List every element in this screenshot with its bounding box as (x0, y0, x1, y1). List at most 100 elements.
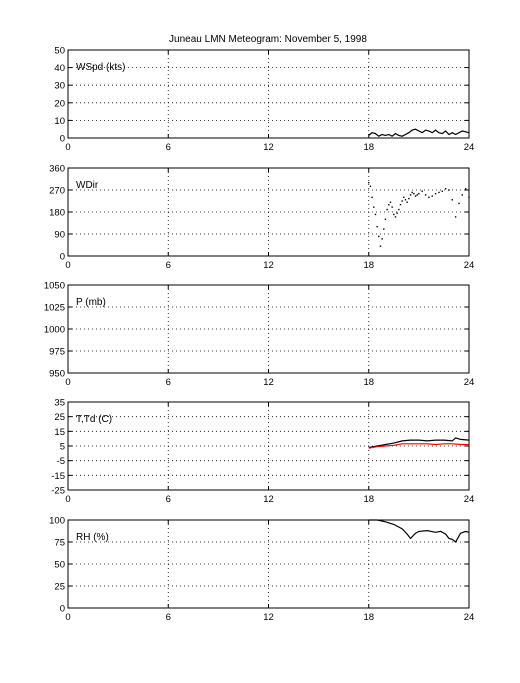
data-point (414, 195, 417, 197)
y-tick-label: 35 (54, 398, 65, 409)
x-tick-label: 0 (65, 612, 70, 623)
y-tick-label: 360 (49, 164, 65, 175)
x-tick-label: 18 (363, 494, 374, 505)
data-point (369, 185, 372, 188)
y-tick-label: -15 (51, 471, 65, 482)
x-tick-label: 18 (363, 142, 374, 153)
y-tick-label: -5 (57, 456, 65, 467)
x-tick-label: 0 (65, 494, 70, 505)
x-tick-label: 24 (464, 260, 475, 271)
y-tick-label: 975 (49, 347, 65, 358)
data-point (378, 235, 380, 238)
data-point (403, 196, 405, 199)
data-point (444, 188, 447, 190)
data-point (383, 228, 385, 230)
series-line-1 (368, 443, 469, 449)
figure-title: Juneau LMN Meteogram: November 5, 1998 (169, 34, 367, 45)
x-tick-label: 24 (464, 142, 475, 153)
data-point (381, 238, 383, 240)
data-point (401, 200, 403, 202)
x-tick-label: 24 (464, 612, 475, 623)
data-point (418, 192, 420, 195)
data-point (384, 218, 387, 221)
panel-0: 0 6 12 18 24 0 10 20 30 40 50 WSpd (kts) (54, 46, 474, 154)
data-point (438, 191, 440, 194)
data-point (386, 208, 388, 211)
data-point (408, 197, 410, 200)
y-tick-label: 950 (49, 369, 65, 380)
panel-variable-label: WSpd (kts) (76, 62, 125, 73)
y-tick-label: 270 (49, 186, 65, 197)
data-point (394, 216, 397, 218)
data-point (411, 191, 413, 194)
data-point (409, 194, 412, 196)
y-tick-label: 30 (54, 81, 65, 92)
y-tick-label: 180 (49, 208, 65, 219)
data-point (396, 212, 398, 214)
data-point (424, 194, 427, 196)
x-tick-label: 12 (263, 612, 274, 623)
y-tick-label: 1000 (44, 325, 65, 336)
y-tick-label: 20 (54, 98, 65, 109)
y-tick-label: -25 (51, 486, 65, 497)
data-point (421, 190, 423, 192)
x-tick-label: 6 (166, 142, 171, 153)
data-point (398, 208, 400, 211)
y-tick-label: 1025 (44, 303, 65, 314)
y-tick-label: 100 (49, 516, 65, 527)
data-point (458, 202, 460, 205)
x-tick-label: 18 (363, 260, 374, 271)
y-tick-label: 0 (60, 604, 65, 615)
data-point (413, 192, 415, 195)
x-tick-label: 12 (263, 494, 274, 505)
series-line-0 (368, 519, 470, 543)
y-tick-label: 50 (54, 560, 65, 571)
y-tick-label: 90 (54, 230, 65, 241)
x-tick-label: 12 (263, 377, 274, 388)
data-point (368, 181, 370, 184)
data-point (441, 190, 443, 192)
x-tick-label: 18 (363, 612, 374, 623)
x-tick-label: 24 (464, 494, 475, 505)
data-point (406, 201, 408, 203)
y-tick-label: 10 (54, 116, 65, 127)
data-point (376, 225, 378, 228)
data-point (391, 206, 393, 208)
series-line-0 (368, 437, 470, 449)
y-tick-label: 40 (54, 63, 65, 74)
data-point (464, 188, 467, 190)
panel-1: 0 6 12 18 24 0 90 180 270 360 WDir (49, 164, 474, 272)
y-tick-label: 0 (60, 134, 65, 145)
x-tick-label: 18 (363, 377, 374, 388)
data-point (434, 192, 437, 195)
panel-variable-label: P (mb) (76, 297, 106, 308)
panel-3: 0 6 12 18 24 -25 -15 -5 5 15 25 35 T,Td (C) (51, 398, 474, 506)
x-tick-label: 0 (65, 142, 70, 153)
y-tick-label: 1050 (44, 281, 65, 292)
data-point (379, 245, 382, 247)
x-tick-label: 6 (166, 494, 171, 505)
data-point (451, 199, 453, 201)
x-tick-label: 6 (166, 612, 171, 623)
data-point (428, 196, 430, 199)
panel-variable-label: RH (%) (76, 532, 109, 543)
data-point (404, 199, 407, 201)
panel-2: 0 6 12 18 24 950 975 1000 1025 1050 P (mb) (44, 281, 474, 389)
data-point (373, 206, 375, 208)
data-point (454, 216, 457, 218)
x-tick-label: 0 (65, 260, 70, 271)
x-tick-label: 24 (464, 377, 475, 388)
y-tick-label: 25 (54, 582, 65, 593)
series-line-0 (368, 128, 470, 137)
y-tick-label: 0 (60, 252, 65, 263)
x-tick-label: 0 (65, 377, 70, 388)
y-tick-label: 5 (60, 442, 65, 453)
panel-variable-label: T,Td (C) (76, 414, 112, 425)
x-tick-label: 12 (263, 260, 274, 271)
x-tick-label: 12 (263, 142, 274, 153)
data-point (448, 189, 450, 191)
data-point (461, 194, 464, 196)
data-point (431, 195, 433, 197)
